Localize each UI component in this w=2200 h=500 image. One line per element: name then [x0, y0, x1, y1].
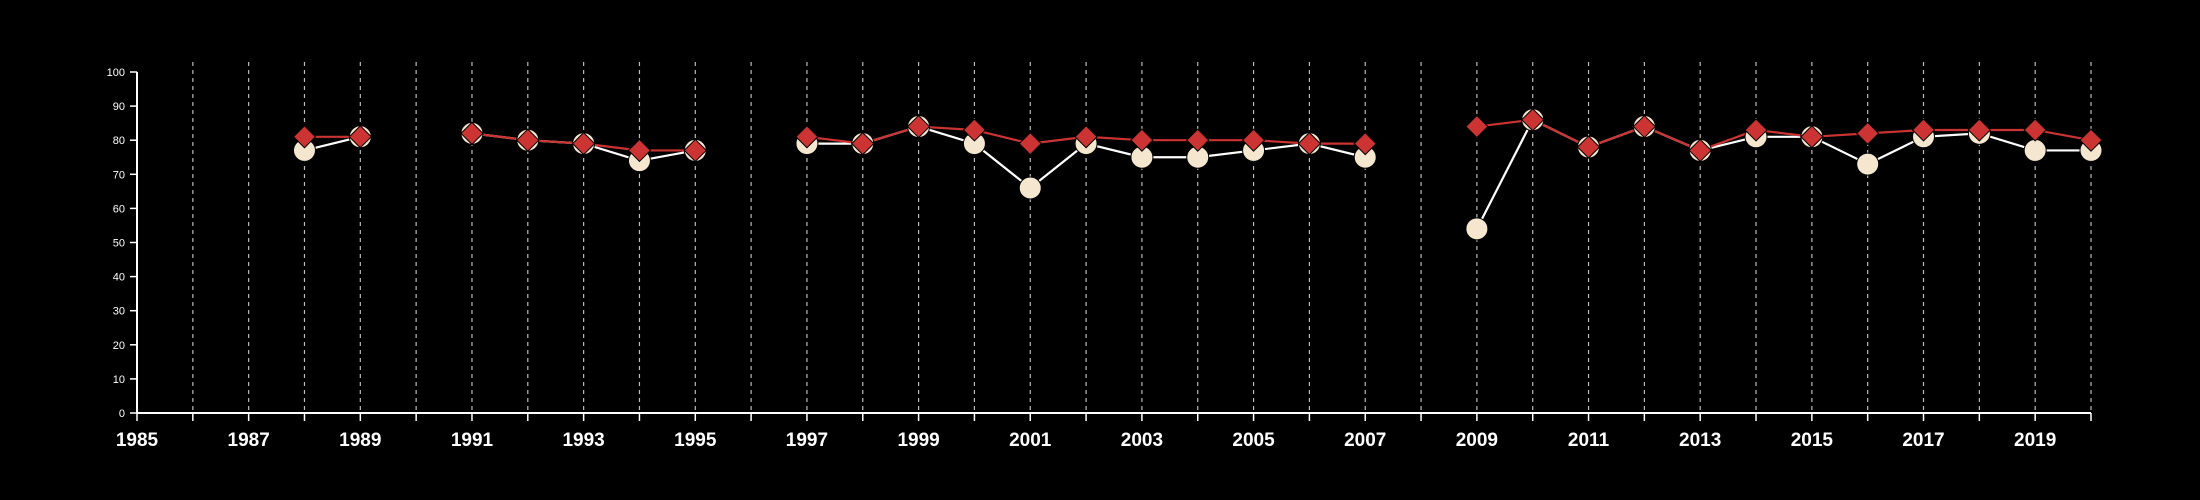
- series-1-point-2018: [1967, 118, 1992, 142]
- y-tick-label-0: 0: [119, 408, 125, 420]
- x-tick-label-2011: 2011: [1568, 430, 1610, 451]
- series-0-line-segment-3: [1475, 118, 2091, 230]
- series-1-point-2004: [1186, 128, 1210, 152]
- series-1-point-2015: [1800, 125, 1824, 149]
- x-tick-label-2019: 2019: [2014, 430, 2056, 451]
- series-1-point-1992: [516, 128, 540, 152]
- x-tick-label-1995: 1995: [674, 430, 717, 451]
- series-1-point-1988: [292, 125, 317, 149]
- x-tick-label-2005: 2005: [1232, 430, 1275, 451]
- series-1-point-2010: [1521, 108, 1545, 132]
- x-tick-label-2017: 2017: [1902, 430, 1944, 451]
- x-tick-label-1997: 1997: [786, 430, 828, 451]
- series-1-point-2017: [1911, 118, 1936, 142]
- series-1-point-2006: [1297, 131, 1322, 156]
- series-0-point-2009: [1465, 217, 1489, 241]
- y-tick-label-30: 30: [113, 306, 125, 318]
- series-0-point-2001: [1018, 176, 1042, 200]
- y-tick-label-90: 90: [113, 101, 125, 113]
- y-tick-label-10: 10: [113, 374, 125, 386]
- x-tick-label-2003: 2003: [1121, 430, 1163, 451]
- y-tick-label-80: 80: [113, 135, 125, 147]
- series-1-point-2020: [2079, 128, 2103, 152]
- series-1-point-1997: [795, 125, 819, 149]
- y-tick-label-50: 50: [113, 238, 125, 250]
- series-1-point-2002: [1074, 125, 1098, 149]
- series-1-point-1989: [348, 125, 373, 149]
- y-tick-label-100: 100: [107, 67, 125, 79]
- series-1-point-2000: [962, 118, 987, 142]
- series-0-point-2016: [1856, 152, 1880, 176]
- series-1-point-1991: [460, 121, 484, 146]
- series-1-point-1993: [571, 131, 596, 156]
- x-tick-label-2007: 2007: [1344, 430, 1386, 451]
- axes-layer: 0 10 20 30 40 50 60 70 80 90 100 1985 1987 1989 1991 19…: [107, 67, 2092, 451]
- series-markers-layer: [292, 108, 2103, 241]
- y-tick-label-40: 40: [113, 272, 125, 284]
- series-1-point-2011: [1576, 135, 1601, 159]
- series-1-point-2013: [1688, 138, 1712, 163]
- x-tick-label-1985: 1985: [116, 430, 159, 451]
- series-1-point-2016: [1855, 121, 1880, 146]
- y-tick-label-20: 20: [113, 340, 125, 352]
- series-1-point-2005: [1241, 128, 1266, 152]
- grid-layer: [192, 62, 2092, 413]
- x-tick-label-1991: 1991: [451, 430, 494, 451]
- x-tick-label-2009: 2009: [1456, 430, 1498, 451]
- x-tick-label-1989: 1989: [339, 430, 381, 451]
- x-tick-label-2013: 2013: [1679, 430, 1721, 451]
- series-1-point-2014: [1744, 118, 1768, 142]
- series-1-point-2001: [1018, 131, 1042, 156]
- y-tick-label-70: 70: [113, 169, 125, 181]
- series-1-point-2007: [1353, 131, 1377, 156]
- series-1-point-2003: [1130, 128, 1154, 152]
- x-tick-label-1987: 1987: [228, 430, 270, 451]
- series-1-point-1999: [906, 114, 931, 139]
- series-1-point-1994: [627, 138, 652, 163]
- series-1-point-1995: [683, 138, 707, 163]
- series-1-point-1998: [851, 131, 875, 156]
- x-tick-label-1993: 1993: [562, 430, 604, 451]
- series-1-point-2009: [1465, 114, 1489, 139]
- series-1-line-segment-3: [1476, 118, 2092, 152]
- y-tick-label-60: 60: [113, 203, 125, 215]
- x-tick-label-2015: 2015: [1791, 430, 1834, 451]
- series-0-point-2019: [2023, 138, 2047, 162]
- series-1-point-2012: [1632, 114, 1657, 139]
- x-tick-label-2001: 2001: [1009, 430, 1052, 451]
- x-tick-label-1999: 1999: [897, 430, 939, 451]
- series-1-point-2019: [2023, 118, 2047, 142]
